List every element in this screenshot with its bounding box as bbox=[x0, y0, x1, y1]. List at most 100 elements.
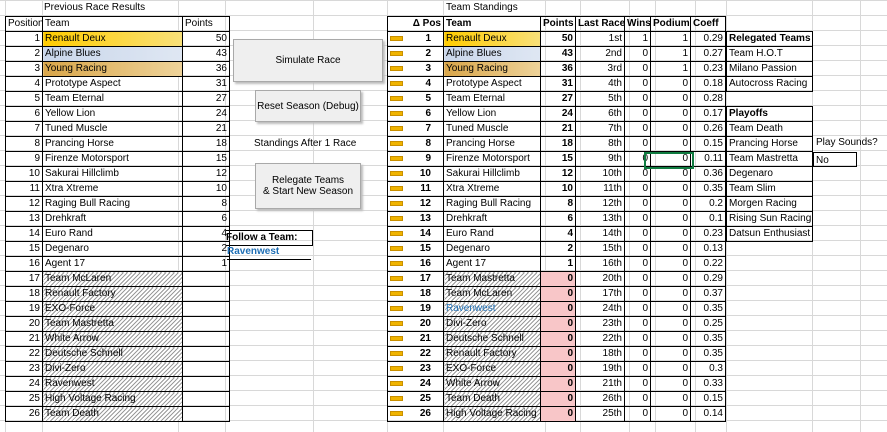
podiums-cell: 0 bbox=[650, 301, 691, 317]
no-change-arrow-icon bbox=[390, 305, 403, 311]
position-value: 5 bbox=[425, 93, 431, 104]
delta-pos-cell: 4 bbox=[387, 76, 444, 92]
no-change-arrow-icon bbox=[390, 350, 403, 356]
coeff-cell: 0.35 bbox=[690, 331, 726, 347]
side-lists: Relegated Teams Team H.O.T Milano Passion A… bbox=[726, 31, 813, 242]
points-cell: 36 bbox=[540, 61, 576, 77]
podiums-cell: 1 bbox=[650, 61, 691, 77]
table-row: 20 Divi-Zero 0 23th 0 0 0.25 bbox=[387, 316, 726, 332]
team-cell: Prototype Aspect bbox=[42, 76, 183, 92]
position-value: 21 bbox=[419, 333, 431, 344]
no-change-arrow-icon bbox=[390, 125, 403, 131]
table-row: 5 Team Eternal 27 bbox=[5, 91, 230, 107]
points-cell bbox=[182, 331, 230, 347]
team-cell: Sakurai Hillclimb bbox=[42, 166, 183, 182]
no-change-arrow-icon bbox=[390, 215, 403, 221]
follow-team-value[interactable]: Ravenwest bbox=[227, 245, 311, 260]
no-change-arrow-icon bbox=[390, 395, 403, 401]
table-row: 2 Alpine Blues 43 2nd 0 1 0.27 bbox=[387, 46, 726, 62]
table-row: 24 White Arrow 0 21th 0 0 0.33 bbox=[387, 376, 726, 392]
position-value: 10 bbox=[419, 168, 431, 179]
coeff-cell: 0.15 bbox=[690, 136, 726, 152]
delta-pos-cell: 11 bbox=[387, 181, 444, 197]
points-cell: 31 bbox=[540, 76, 576, 92]
side-row: Team H.O.T bbox=[726, 46, 813, 62]
wins-cell: 0 bbox=[624, 61, 651, 77]
team-cell: Yellow Lion bbox=[443, 106, 541, 122]
position-cell: 2 bbox=[5, 46, 43, 62]
delta-pos-cell: 21 bbox=[387, 331, 444, 347]
position-value: 11 bbox=[420, 183, 431, 194]
delta-pos-cell: 26 bbox=[387, 406, 444, 422]
team-cell: Sakurai Hillclimb bbox=[443, 166, 541, 182]
playoff-team: Team Death bbox=[726, 121, 813, 137]
delta-pos-cell: 18 bbox=[387, 286, 444, 302]
team-cell: Tuned Muscle bbox=[443, 121, 541, 137]
team-cell: Prancing Horse bbox=[443, 136, 541, 152]
last-race-cell: 18th bbox=[575, 346, 625, 362]
table-row: 1 Renault Deux 50 1st 1 1 0.29 bbox=[387, 31, 726, 47]
coeff-cell: 0.13 bbox=[690, 241, 726, 257]
last-race-cell: 15th bbox=[575, 241, 625, 257]
points-cell bbox=[182, 316, 230, 332]
reset-season-button[interactable]: Reset Season (Debug) bbox=[255, 90, 361, 122]
wins-cell: 0 bbox=[624, 331, 651, 347]
previous-results-title: Previous Race Results bbox=[44, 2, 146, 13]
play-sounds-dropdown[interactable]: No bbox=[813, 152, 857, 167]
last-race-cell: 1st bbox=[575, 31, 625, 47]
podiums-cell: 0 bbox=[650, 256, 691, 272]
team-cell: Euro Rand bbox=[443, 226, 541, 242]
table-row: 17 Team McLaren bbox=[5, 271, 230, 287]
side-row: Rising Sun Racing bbox=[726, 211, 813, 227]
coeff-cell: 0.28 bbox=[690, 91, 726, 107]
points-cell: 15 bbox=[540, 151, 576, 167]
points-cell: 27 bbox=[540, 91, 576, 107]
points-cell: 0 bbox=[540, 271, 576, 287]
table-row: 26 High Voltage Racing 0 25th 0 0 0.14 bbox=[387, 406, 726, 422]
team-cell: Renault Factory bbox=[443, 346, 541, 362]
delta-pos-cell: 14 bbox=[387, 226, 444, 242]
table-row: 13 Drehkraft 6 bbox=[5, 211, 230, 227]
position-value: 6 bbox=[425, 108, 431, 119]
relegate-teams-button[interactable]: Relegate Teams & Start New Season bbox=[255, 163, 361, 209]
team-cell: Young Racing bbox=[42, 61, 183, 77]
position-cell: 20 bbox=[5, 316, 43, 332]
position-cell: 25 bbox=[5, 391, 43, 407]
delta-pos-cell: 22 bbox=[387, 346, 444, 362]
wins-cell: 0 bbox=[624, 136, 651, 152]
simulate-race-button[interactable]: Simulate Race bbox=[233, 39, 383, 82]
team-cell: Ravenwest bbox=[443, 301, 541, 317]
points-cell: 18 bbox=[182, 136, 230, 152]
position-value: 4 bbox=[425, 78, 431, 89]
points-cell bbox=[182, 376, 230, 392]
wins-cell: 0 bbox=[624, 286, 651, 302]
last-race-cell: 12th bbox=[575, 196, 625, 212]
points-cell: 12 bbox=[182, 166, 230, 182]
wins-cell: 0 bbox=[624, 226, 651, 242]
delta-pos-cell: 24 bbox=[387, 376, 444, 392]
no-change-arrow-icon bbox=[390, 170, 403, 176]
podiums-cell: 1 bbox=[650, 46, 691, 62]
podiums-cell: 0 bbox=[650, 211, 691, 227]
delta-pos-cell: 19 bbox=[387, 301, 444, 317]
standings-after-label: Standings After 1 Race bbox=[254, 138, 357, 149]
position-cell: 3 bbox=[5, 61, 43, 77]
last-race-cell: 7th bbox=[575, 121, 625, 137]
table-row: 6 Yellow Lion 24 6th 0 0 0.17 bbox=[387, 106, 726, 122]
table-row: 21 White Arrow bbox=[5, 331, 230, 347]
delta-pos-cell: 3 bbox=[387, 61, 444, 77]
team-cell: Xtra Xtreme bbox=[443, 181, 541, 197]
spacer bbox=[726, 91, 813, 107]
points-cell: 0 bbox=[540, 376, 576, 392]
podiums-cell: 0 bbox=[650, 76, 691, 92]
points-cell bbox=[182, 271, 230, 287]
table-row: 8 Prancing Horse 18 8th 0 0 0.15 bbox=[387, 136, 726, 152]
position-cell: 19 bbox=[5, 301, 43, 317]
no-change-arrow-icon bbox=[390, 95, 403, 101]
last-race-cell: 16th bbox=[575, 256, 625, 272]
playoff-team: Rising Sun Racing bbox=[726, 211, 813, 227]
table-row: 14 Euro Rand 4 14th 0 0 0.23 bbox=[387, 226, 726, 242]
position-cell: 8 bbox=[5, 136, 43, 152]
no-change-arrow-icon bbox=[390, 335, 403, 341]
coeff-cell: 0.33 bbox=[690, 376, 726, 392]
